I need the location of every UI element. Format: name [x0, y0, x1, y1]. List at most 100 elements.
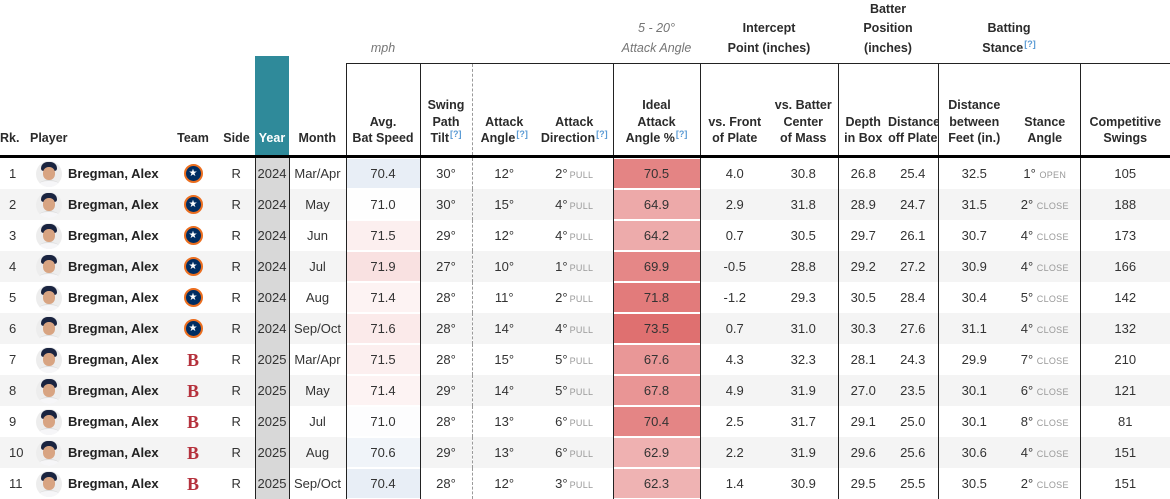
- tooltip-icon[interactable]: [?]: [675, 128, 688, 139]
- team-logo-redsox-icon: B: [186, 380, 199, 401]
- attack-direction-cell: 3° PULL: [536, 468, 614, 499]
- batter-side: R: [231, 197, 241, 213]
- distance-between-feet-cell: 30.1: [961, 414, 987, 430]
- vs-front-of-plate-cell: 0.7: [725, 228, 744, 244]
- player-avatar-cell: [30, 344, 68, 375]
- avg-bat-speed-cell: 71.6: [345, 313, 421, 345]
- year-cell: 2025: [254, 375, 290, 407]
- attack-angle-cell: 10°: [494, 259, 515, 275]
- stance-angle-cell: 7° CLOSE: [1010, 344, 1081, 376]
- col-header-side: Side: [218, 63, 255, 159]
- table-row: 11 Bregman, Alex ★ B R 2025 Sep/Oct 70.4…: [0, 468, 1170, 499]
- player-avatar-cell: [30, 157, 68, 190]
- depth-in-box-cell: 26.8: [850, 166, 876, 182]
- month-cell: Sep/Oct: [294, 321, 341, 337]
- cap-icon: [41, 378, 57, 388]
- month-cell: Mar/Apr: [294, 166, 341, 182]
- avg-bat-speed-cell: 71.0: [345, 406, 421, 438]
- attack-direction-cell: 6° PULL: [536, 437, 614, 469]
- depth-in-box-cell: 29.1: [850, 414, 876, 430]
- batter-side: R: [231, 228, 241, 244]
- ideal-range-label: 5 - 20° Attack Angle: [621, 21, 692, 55]
- swing-path-tilt-cell: 28°: [420, 282, 473, 314]
- depth-in-box-cell: 28.9: [850, 197, 876, 213]
- distance-between-feet-cell: 30.6: [961, 445, 987, 461]
- group-header-intercept-point: Intercept Point (inches): [727, 21, 811, 55]
- competitive-swings-cell: 151: [1114, 476, 1137, 492]
- group-header-batter-position: Batter Position (inches): [863, 2, 913, 55]
- attack-direction-cell: 2° PULL: [536, 282, 614, 314]
- month-cell: Mar/Apr: [294, 352, 341, 368]
- team-logo-astros-icon: ★: [183, 195, 203, 215]
- batter-side: R: [231, 352, 241, 368]
- player-name: Bregman, Alex: [68, 228, 159, 244]
- stance-angle-cell: 2° CLOSE: [1010, 189, 1081, 221]
- row-rank: 10: [9, 445, 24, 461]
- tooltip-icon[interactable]: [?]: [516, 128, 528, 139]
- player-avatar-cell: [30, 282, 68, 313]
- tooltip-icon[interactable]: [?]: [450, 128, 462, 139]
- player-avatar-cell: [30, 468, 68, 499]
- vs-batter-center-cell: 31.9: [769, 375, 839, 407]
- year-cell: 2025: [254, 344, 290, 376]
- table-row: 9 Bregman, Alex ★ B R 2025 Jul 71.0 28° …: [0, 406, 1170, 438]
- tooltip-icon[interactable]: [?]: [596, 128, 608, 139]
- ideal-attack-angle-cell: 62.9: [613, 437, 701, 469]
- team-cell: ★ B: [168, 251, 218, 282]
- player-avatar-cell: [30, 189, 68, 220]
- ideal-attack-angle-cell: 67.8: [613, 375, 701, 407]
- cap-icon: [41, 471, 57, 481]
- stance-angle-cell: 2° CLOSE: [1010, 468, 1081, 499]
- col-header-year: Year: [255, 55, 289, 159]
- stance-angle-cell: 4° CLOSE: [1010, 437, 1081, 469]
- team-logo-redsox-icon: B: [186, 411, 199, 432]
- vs-batter-center-cell: 31.9: [769, 437, 839, 469]
- player-name: Bregman, Alex: [68, 383, 159, 399]
- vs-front-of-plate-cell: 2.2: [725, 445, 744, 461]
- attack-angle-cell: 12°: [494, 228, 515, 244]
- vs-front-of-plate-cell: 4.0: [725, 166, 744, 182]
- distance-off-plate-cell: 24.7: [888, 189, 939, 221]
- player-avatar-cell: [30, 220, 68, 251]
- col-header-distance-off-plate: Distance off Plate: [888, 63, 939, 159]
- row-rank: 11: [9, 476, 23, 492]
- player-avatar-cell: [30, 251, 68, 282]
- competitive-swings-cell: 166: [1114, 259, 1137, 275]
- tooltip-icon[interactable]: [?]: [1024, 38, 1036, 49]
- cap-icon: [41, 192, 57, 202]
- batter-side: R: [231, 166, 241, 182]
- row-rank: 2: [9, 197, 17, 213]
- row-rank: 3: [9, 228, 17, 244]
- distance-between-feet-cell: 31.5: [961, 197, 987, 213]
- month-cell: Aug: [305, 290, 330, 306]
- competitive-swings-cell: 142: [1114, 290, 1137, 306]
- competitive-swings-cell: 173: [1114, 228, 1137, 244]
- month-cell: Jul: [309, 414, 326, 430]
- table-row: 6 Bregman, Alex ★ B R 2024 Sep/Oct 71.6 …: [0, 313, 1170, 345]
- depth-in-box-cell: 27.0: [850, 383, 876, 399]
- competitive-swings-cell: 210: [1114, 352, 1137, 368]
- team-cell: ★ B: [168, 220, 218, 251]
- cap-icon: [41, 223, 57, 233]
- distance-off-plate-cell: 25.5: [888, 468, 939, 499]
- year-cell: 2025: [254, 406, 290, 438]
- player-avatar-cell: [30, 437, 68, 468]
- depth-in-box-cell: 29.2: [850, 259, 876, 275]
- month-cell: Aug: [305, 445, 330, 461]
- distance-between-feet-cell: 31.1: [961, 321, 987, 337]
- distance-between-feet-cell: 32.5: [961, 166, 987, 182]
- cap-icon: [41, 161, 57, 171]
- vs-batter-center-cell: 30.8: [769, 156, 839, 190]
- unit-label-mph: mph: [370, 40, 396, 55]
- avg-bat-speed-cell: 71.0: [345, 189, 421, 221]
- competitive-swings-cell: 151: [1114, 445, 1137, 461]
- month-cell: May: [305, 383, 330, 399]
- distance-between-feet-cell: 30.7: [961, 228, 987, 244]
- player-headshot: [36, 470, 62, 497]
- avg-bat-speed-cell: 71.5: [345, 344, 421, 376]
- attack-angle-cell: 11°: [494, 290, 514, 306]
- attack-angle-cell: 14°: [494, 383, 515, 399]
- vs-front-of-plate-cell: -1.2: [723, 290, 746, 306]
- month-cell: Sep/Oct: [294, 476, 341, 492]
